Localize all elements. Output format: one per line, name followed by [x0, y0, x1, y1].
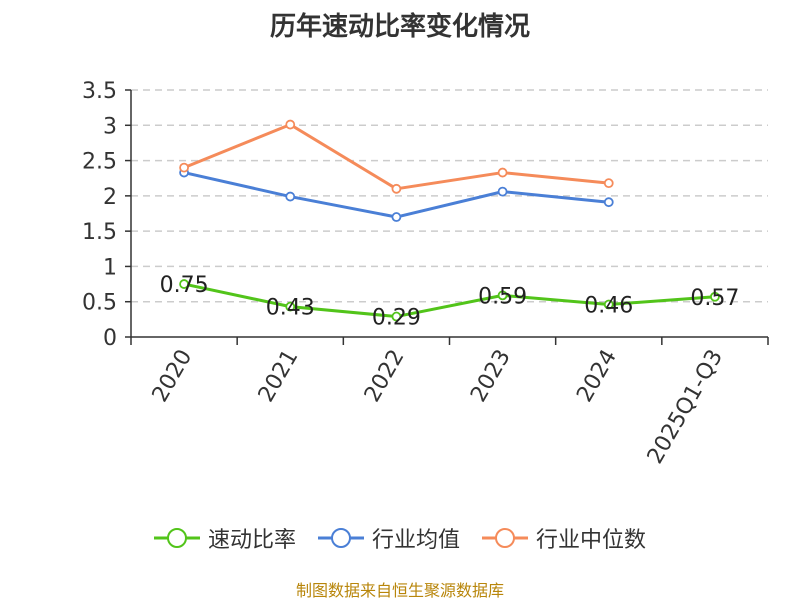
data-label-s0-2: 0.29	[372, 306, 421, 331]
data-point-s2-3	[497, 167, 508, 178]
data-label-s0-5: 0.57	[690, 286, 739, 311]
legend-swatch-industry-median	[482, 528, 528, 548]
legend-item-industry-avg[interactable]: 行业均值	[317, 522, 460, 554]
legend-marker	[495, 528, 515, 548]
data-point-s0-2	[391, 311, 402, 322]
data-point-s0-5	[710, 291, 720, 302]
y-tick-label-3: 1.5	[82, 220, 117, 245]
x-tick-label-1: 2021	[254, 346, 304, 407]
series-line-2	[183, 123, 609, 191]
data-point-s1-4	[603, 197, 614, 208]
data-label-s0-0: 0.75	[160, 273, 209, 298]
legend-label-industry-median: 行业中位数	[536, 528, 647, 553]
y-tick-label-1: 0.5	[82, 291, 117, 316]
data-point-s2-2	[391, 183, 402, 194]
y-tick-label-7: 3.5	[82, 79, 117, 104]
data-point-s1-1	[285, 191, 296, 202]
data-point-s0-4	[603, 299, 614, 310]
y-tick-label-2: 1	[103, 255, 117, 280]
x-tick-label-5: 2025Q1-Q3	[643, 346, 728, 469]
data-point-s0-0	[179, 279, 189, 289]
x-tick-label-2: 2022	[360, 346, 410, 407]
series-layer	[179, 119, 720, 322]
data-point-s2-1	[285, 119, 296, 130]
data-label-s0-1: 0.43	[266, 296, 315, 321]
y-tick-label-5: 2.5	[82, 150, 117, 175]
series-line-1	[183, 171, 609, 219]
legend: 速动比率 行业均值 行业中位数	[0, 518, 800, 558]
data-point-s2-4	[603, 178, 614, 189]
grid-layer	[131, 89, 768, 303]
legend-label-quick-ratio: 速动比率	[207, 528, 296, 553]
y-tick-label-4: 2	[103, 185, 117, 210]
data-label-s0-4: 0.46	[584, 294, 633, 319]
data-point-s2-0	[179, 162, 189, 173]
data-point-s0-1	[285, 301, 296, 312]
y-tick-label-0: 0	[103, 326, 117, 351]
x-tick-label-0: 2020	[148, 346, 198, 407]
legend-swatch-industry-avg	[317, 528, 364, 548]
x-tick-label-4: 2024	[572, 346, 622, 407]
chart-title: 历年速动比率变化情况	[269, 12, 530, 42]
data-point-s1-2	[391, 212, 402, 222]
legend-label-industry-avg: 行业均值	[371, 528, 460, 553]
legend-marker	[330, 528, 351, 548]
data-point-s0-3	[497, 290, 508, 301]
legend-item-quick-ratio[interactable]: 速动比率	[153, 522, 296, 554]
legend-marker	[166, 528, 187, 548]
legend-swatch-quick-ratio	[153, 528, 200, 548]
source-note: 制图数据来自恒生聚源数据库	[295, 581, 504, 600]
y-tick-label-6: 3	[103, 114, 117, 139]
legend-item-industry-median[interactable]: 行业中位数	[482, 522, 646, 554]
data-point-s1-3	[497, 186, 508, 197]
x-tick-label-3: 2023	[466, 346, 516, 407]
data-label-s0-3: 0.59	[478, 284, 527, 309]
series-line-0	[183, 282, 716, 319]
label-layer: 0.75 0.43 0.29 0.59 0.46 0.57	[160, 273, 740, 330]
